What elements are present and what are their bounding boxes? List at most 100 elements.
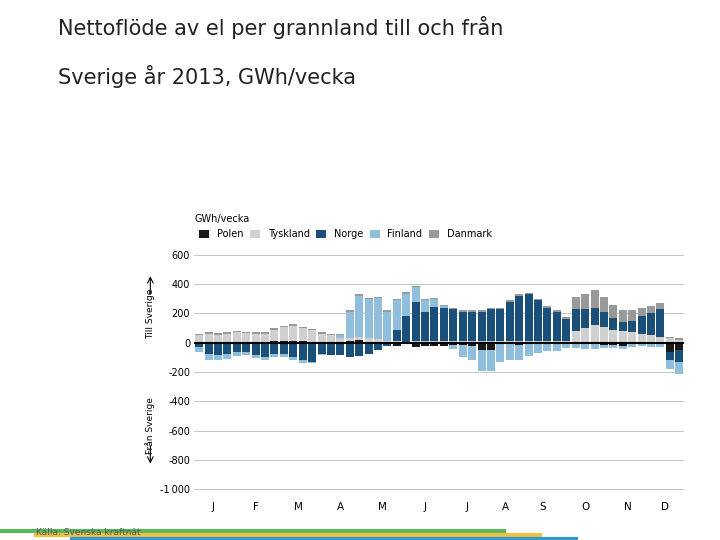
Bar <box>477 312 485 341</box>
Bar <box>336 335 344 339</box>
Bar <box>327 343 335 355</box>
Bar <box>384 341 392 343</box>
Bar <box>364 338 372 342</box>
Bar <box>280 326 288 327</box>
Bar <box>629 321 636 333</box>
Bar <box>506 341 514 343</box>
Bar <box>657 337 665 343</box>
Bar <box>242 332 250 333</box>
Bar <box>600 343 608 345</box>
Bar <box>468 346 476 360</box>
Bar <box>251 343 260 355</box>
Bar <box>440 343 448 346</box>
Bar <box>534 344 542 353</box>
Bar <box>618 322 627 331</box>
Bar <box>459 345 467 357</box>
Bar <box>553 343 561 351</box>
Bar <box>421 299 429 300</box>
Bar <box>374 296 382 298</box>
Bar <box>402 294 410 315</box>
Bar <box>525 293 533 294</box>
Bar <box>477 341 485 343</box>
Bar <box>459 310 467 312</box>
Bar <box>384 312 392 341</box>
Bar <box>271 354 279 357</box>
Bar <box>214 343 222 355</box>
Bar <box>261 342 269 343</box>
Bar <box>327 335 335 343</box>
Bar <box>572 331 580 343</box>
Bar <box>506 344 514 360</box>
Bar <box>346 339 354 341</box>
Bar <box>355 343 363 356</box>
Bar <box>308 330 316 342</box>
Bar <box>629 310 636 321</box>
Bar <box>477 310 485 312</box>
Bar <box>581 328 589 343</box>
Bar <box>384 310 392 312</box>
Bar <box>572 343 580 348</box>
Bar <box>336 339 344 343</box>
Bar <box>600 345 608 348</box>
Bar <box>516 343 523 345</box>
Bar <box>393 329 401 341</box>
Bar <box>657 344 665 347</box>
Bar <box>261 343 269 357</box>
Bar <box>204 333 212 334</box>
Bar <box>214 333 222 335</box>
Bar <box>516 341 523 343</box>
Bar <box>487 343 495 350</box>
Bar <box>477 350 485 370</box>
Bar <box>647 306 655 313</box>
Bar <box>657 343 665 344</box>
Legend: Polen, Tyskland, Norge, Finland, Danmark: Polen, Tyskland, Norge, Finland, Danmark <box>199 229 492 239</box>
Bar <box>468 310 476 312</box>
Bar <box>299 360 307 362</box>
Bar <box>233 333 240 343</box>
Bar <box>487 341 495 343</box>
Bar <box>562 341 570 343</box>
Bar <box>318 334 325 343</box>
Bar <box>544 341 552 343</box>
Bar <box>271 328 279 329</box>
Bar <box>657 303 665 309</box>
Bar <box>609 318 617 329</box>
Bar <box>506 300 514 302</box>
Bar <box>299 341 307 343</box>
Bar <box>364 298 372 300</box>
Bar <box>562 343 570 348</box>
Bar <box>289 343 297 357</box>
Bar <box>374 343 382 350</box>
Bar <box>412 341 420 343</box>
Bar <box>280 354 288 357</box>
Bar <box>590 343 598 344</box>
Bar <box>195 347 203 352</box>
Bar <box>629 344 636 347</box>
Bar <box>618 343 627 346</box>
Bar <box>251 334 260 343</box>
Bar <box>440 308 448 341</box>
Bar <box>516 294 523 296</box>
Bar <box>346 341 354 343</box>
Bar <box>271 341 279 343</box>
Bar <box>459 343 467 345</box>
Bar <box>449 345 457 349</box>
Bar <box>449 343 457 345</box>
Bar <box>506 343 514 344</box>
Bar <box>581 343 589 344</box>
Bar <box>590 325 598 343</box>
Bar <box>638 308 646 316</box>
Bar <box>364 342 372 343</box>
Bar <box>449 308 457 309</box>
Text: Sverige år 2013, GWh/vecka: Sverige år 2013, GWh/vecka <box>58 65 356 88</box>
Bar <box>223 334 231 343</box>
Bar <box>440 306 448 308</box>
Bar <box>421 312 429 341</box>
Bar <box>318 343 325 354</box>
Bar <box>618 331 627 343</box>
Bar <box>562 319 570 341</box>
Bar <box>468 343 476 346</box>
Bar <box>675 339 683 340</box>
Bar <box>299 343 307 360</box>
Bar <box>214 335 222 343</box>
